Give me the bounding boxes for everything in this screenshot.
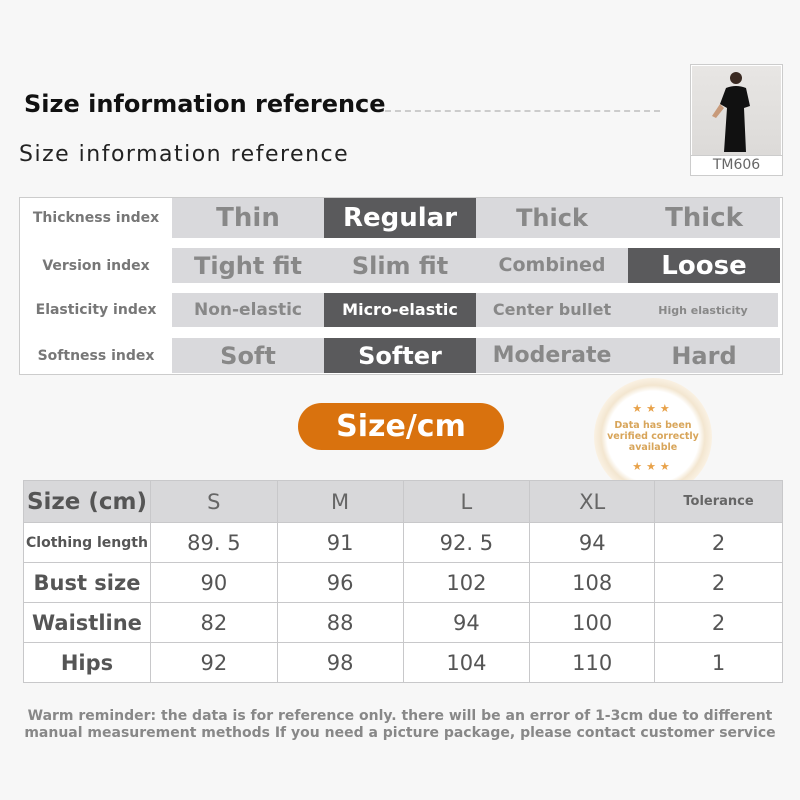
attribute-option: Thick (628, 198, 780, 238)
column-header: XL (529, 480, 656, 523)
divider (385, 110, 660, 112)
attribute-label: Softness index (37, 347, 155, 364)
attribute-row: Softness index Soft Softer Moderate Hard (20, 338, 782, 373)
column-header: S (149, 480, 278, 523)
title-regular: Size information reference (19, 142, 350, 167)
table-cell: 94 (402, 602, 531, 643)
star-icon: ★★★ (632, 460, 674, 473)
product-thumbnail: TM606 (690, 64, 783, 176)
table-cell: 104 (402, 642, 531, 683)
row-label: Clothing length (23, 522, 151, 563)
column-header: Tolerance (654, 480, 783, 523)
attribute-row: Thickness index Thin Regular Thick Thick (20, 198, 782, 238)
table-cell: 102 (402, 562, 531, 603)
table-cell: 100 (529, 602, 656, 643)
table-cell: 2 (654, 562, 783, 603)
attribute-option: Slim fit (324, 248, 476, 283)
table-row: Hips 92 98 104 110 1 (23, 642, 783, 683)
attribute-option: Moderate (476, 338, 628, 373)
attribute-option: Hard (628, 338, 780, 373)
table-cell: 92. 5 (402, 522, 531, 563)
attribute-label: Version index (42, 257, 150, 274)
column-header: L (402, 480, 531, 523)
attribute-option: Non-elastic (172, 293, 324, 327)
table-cell: 1 (654, 642, 783, 683)
table-cell: 92 (149, 642, 278, 683)
table-cell: 82 (149, 602, 278, 643)
attribute-option: Center bullet (476, 293, 628, 327)
table-row: Clothing length 89. 5 91 92. 5 94 2 (23, 522, 783, 563)
attribute-option: Regular (324, 198, 476, 238)
attribute-option: Combined (476, 248, 628, 283)
table-row: Bust size 90 96 102 108 2 (23, 562, 783, 603)
table-cell: 94 (529, 522, 656, 563)
attribute-option: Thick (476, 198, 628, 238)
table-cell: 108 (529, 562, 656, 603)
table-cell: 88 (276, 602, 404, 643)
attribute-option: Tight fit (172, 248, 324, 283)
table-cell: 90 (149, 562, 278, 603)
row-label: Waistline (23, 602, 151, 643)
table-cell: 96 (276, 562, 404, 603)
column-header: M (276, 480, 404, 523)
attribute-option: High elasticity (628, 293, 778, 327)
table-cell: 89. 5 (149, 522, 278, 563)
column-header: Size (cm) (23, 480, 151, 523)
table-cell: 98 (276, 642, 404, 683)
row-label: Hips (23, 642, 151, 683)
warm-reminder: Warm reminder: the data is for reference… (24, 708, 776, 741)
table-header-row: Size (cm) S M L XL Tolerance (23, 480, 783, 523)
table-row: Waistline 82 88 94 100 2 (23, 602, 783, 643)
attribute-option: Thin (172, 198, 324, 238)
attribute-option: Soft (172, 338, 324, 373)
table-cell: 110 (529, 642, 656, 683)
title-bold: Size information reference (24, 90, 386, 118)
seal-text: Data has been verified correctly availab… (607, 420, 699, 453)
product-code: TM606 (691, 155, 782, 175)
size-badge: Size/cm (298, 403, 504, 450)
product-image (692, 66, 781, 155)
attribute-option: Loose (628, 248, 780, 283)
attribute-option: Softer (324, 338, 476, 373)
star-icon: ★★★ (632, 402, 674, 415)
attribute-row: Version index Tight fit Slim fit Combined Lo… (20, 248, 782, 283)
verified-seal: ★★★ Data has been verified correctly ava… (594, 378, 712, 496)
table-cell: 2 (654, 602, 783, 643)
attribute-label: Thickness index (32, 210, 160, 226)
table-cell: 2 (654, 522, 783, 563)
row-label: Bust size (23, 562, 151, 603)
table-cell: 91 (276, 522, 404, 563)
size-table: Size (cm) S M L XL Tolerance Clothing length 89… (23, 480, 783, 683)
attribute-label: Elasticity index (35, 302, 157, 318)
attribute-option: Micro-elastic (324, 293, 476, 327)
attribute-panel: Thickness index Thin Regular Thick Thick Vers… (19, 197, 783, 375)
attribute-row: Elasticity index Non-elastic Micro-elastic… (20, 293, 782, 327)
